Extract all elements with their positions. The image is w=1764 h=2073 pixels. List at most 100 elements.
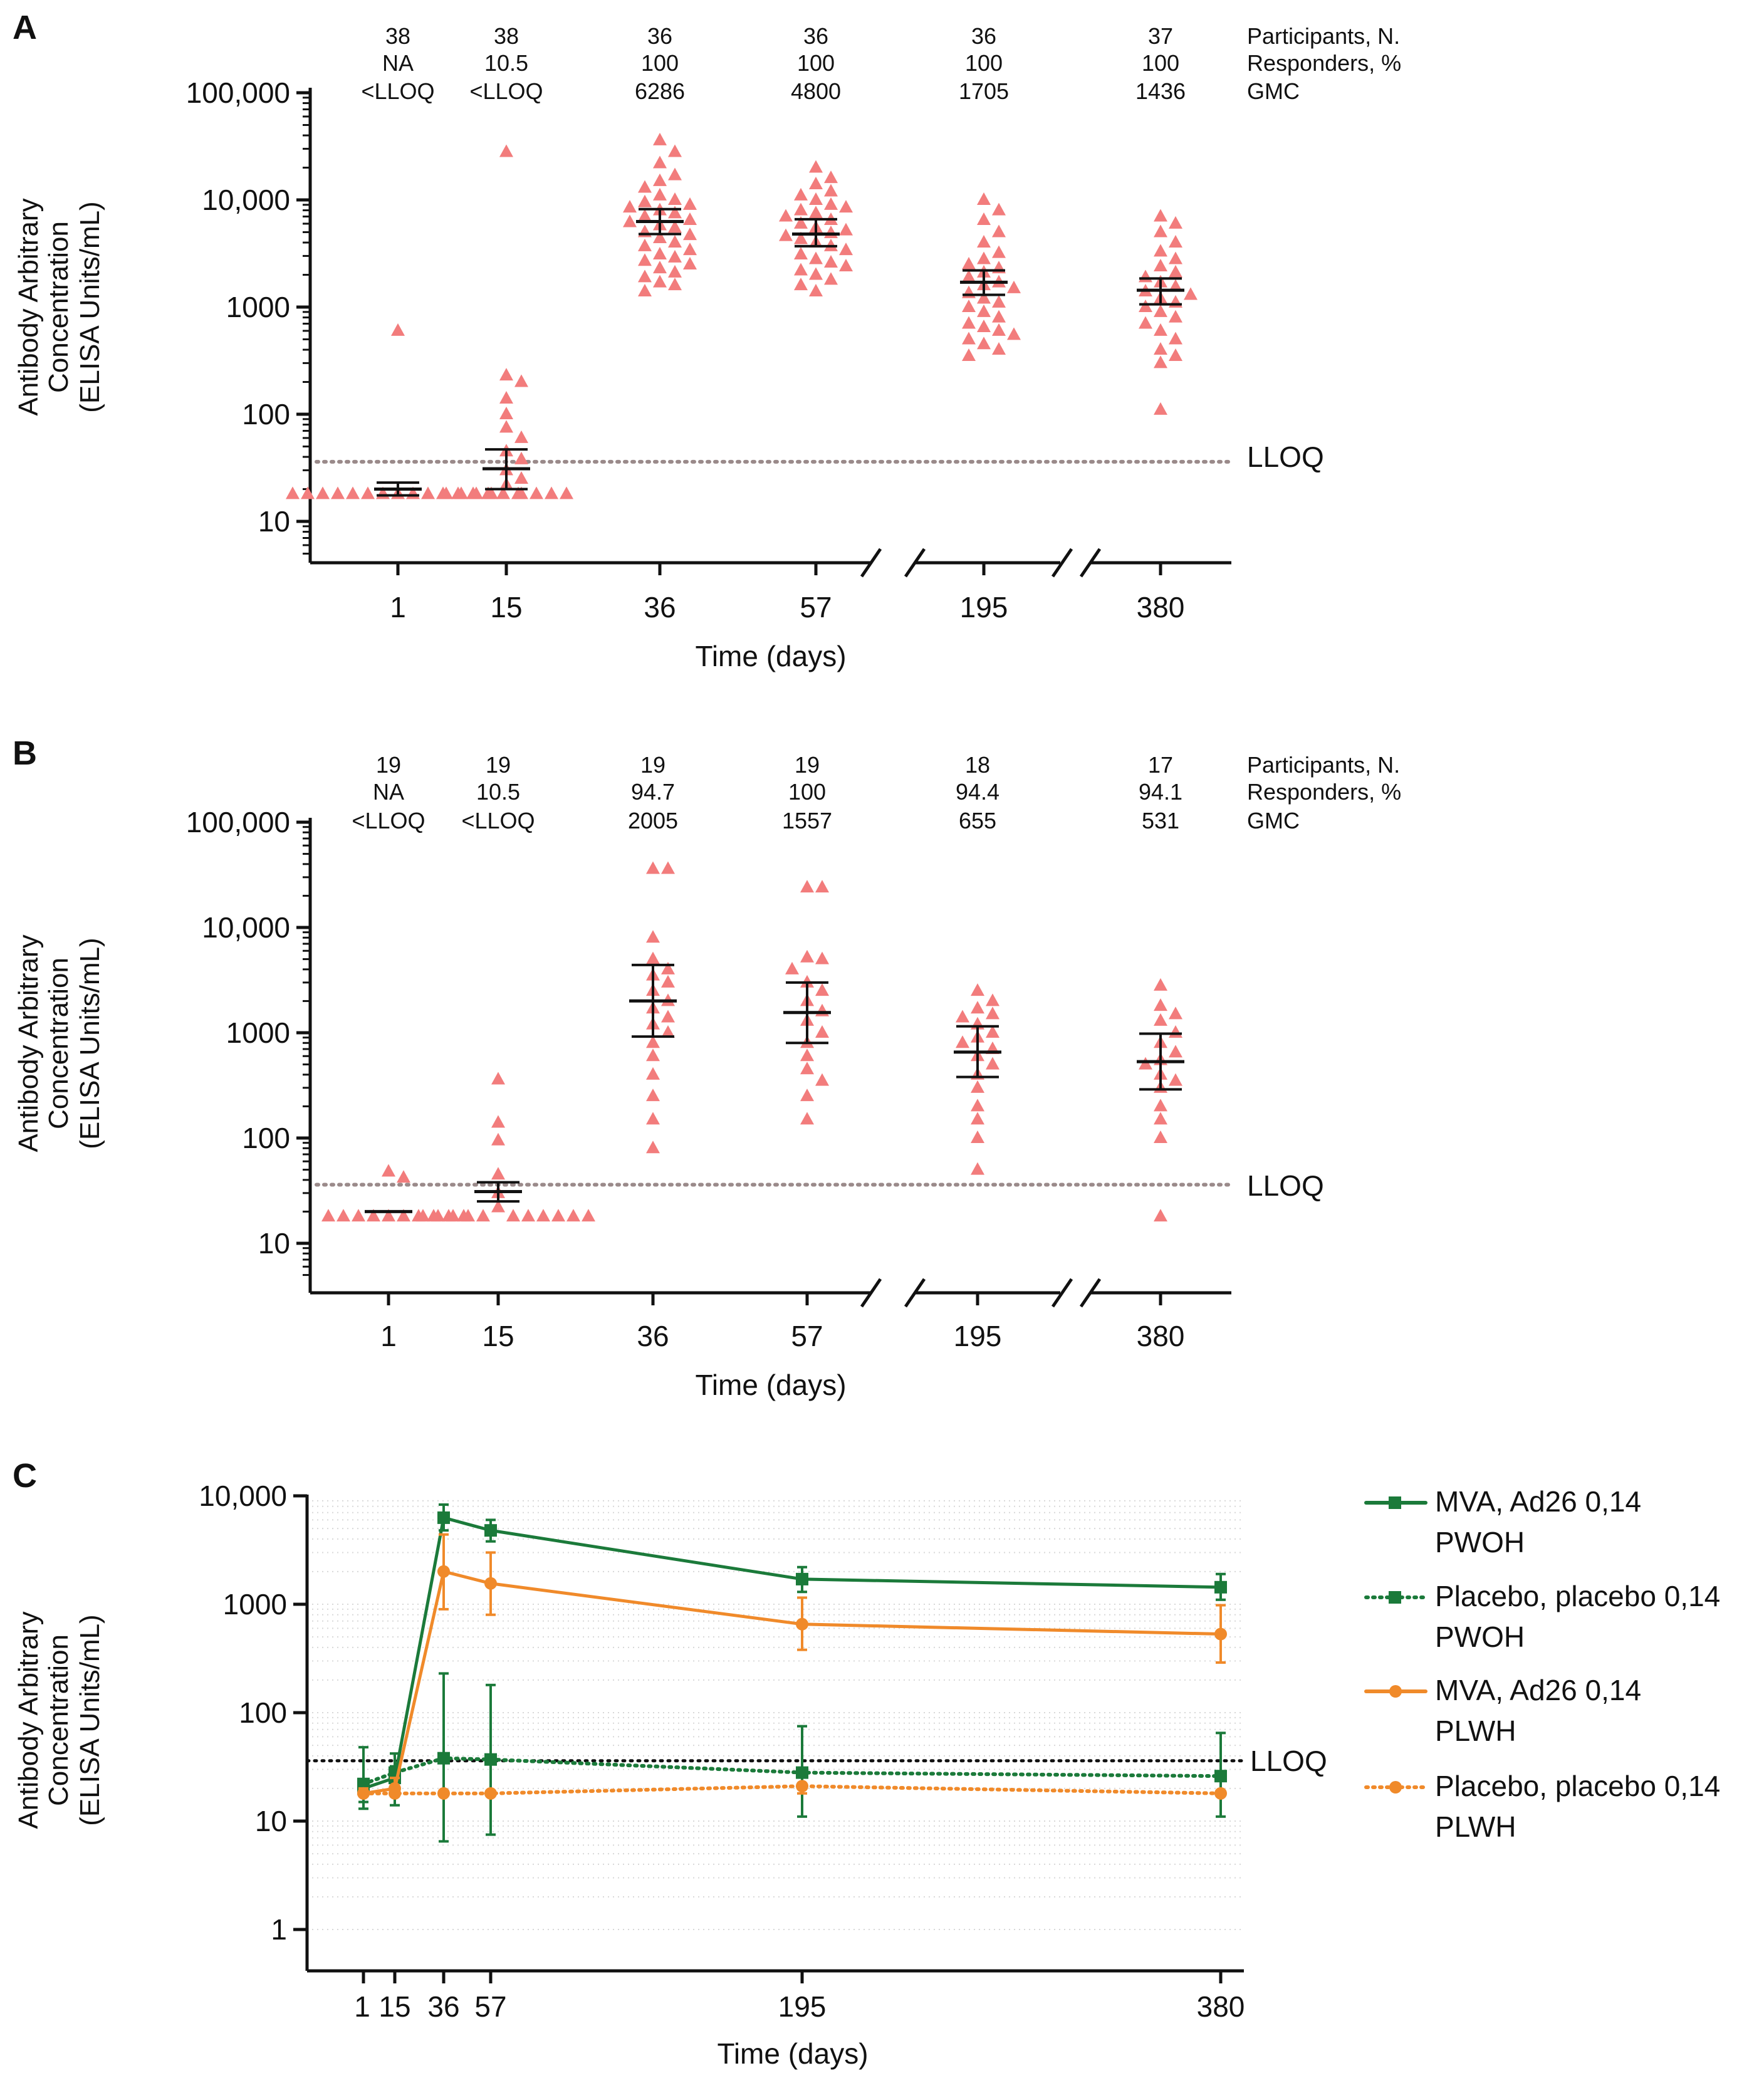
data-point [977,319,991,332]
data-point [794,231,808,244]
y-tick-label: 1000 [226,291,290,323]
data-point [794,202,808,216]
data-point [815,1003,829,1016]
data-point [971,1112,984,1125]
series-line-0 [362,1515,1223,1790]
data-point [779,228,793,241]
data-point [992,323,1006,336]
data-point [683,256,697,269]
data-point [1154,304,1167,317]
data-point [815,1025,829,1038]
data-point [809,251,823,264]
data-marker [1214,1770,1227,1783]
data-point [661,1010,675,1023]
data-point [623,214,637,227]
data-point [638,284,652,297]
data-point [962,316,976,329]
axis-break-mark-B-0 [860,1278,882,1308]
data-marker [796,1766,808,1779]
stats-row-label: Responders, % [1247,50,1401,76]
data-point [514,430,528,443]
stats-value: 100 [1142,50,1179,76]
data-point [809,177,823,190]
data-point [794,216,808,229]
data-point [1154,258,1167,271]
legend-label: PLWH [1435,1810,1516,1843]
lloq-label: LLOQ [1247,1169,1324,1202]
data-point [653,261,667,274]
data-point [779,209,793,222]
data-point [986,1025,999,1038]
data-point [623,200,637,213]
y-axis-label-line: Concentration [43,221,74,393]
data-point [551,1209,565,1222]
data-point [1154,342,1167,355]
data-point [491,1072,505,1085]
axis-break-mark-B-3 [1079,1278,1102,1308]
x-tick-label: 380 [1197,1990,1245,2023]
y-tick-label: 100 [242,1122,290,1154]
data-point [499,407,513,419]
data-point [514,374,528,387]
data-point [794,187,808,201]
stats-value: 1705 [959,78,1009,104]
data-point [815,983,829,996]
legend-label: PWOH [1435,1526,1525,1559]
data-point [992,342,1006,355]
stats-value: 19 [486,752,511,778]
data-point [977,304,991,317]
data-point [1169,295,1182,308]
data-point [484,486,498,499]
legend-swatch-marker [1389,1496,1401,1509]
x-tick-label: 36 [427,1990,459,2023]
data-point [800,1089,814,1102]
legend-swatch-marker [1389,1781,1402,1794]
data-point [638,238,652,251]
data-point [566,1209,580,1222]
x-tick-label: 57 [791,1320,823,1352]
data-marker [796,1780,808,1793]
y-tick-label: 10 [255,1805,287,1837]
data-point [800,880,814,893]
data-point [499,391,513,404]
data-point [491,1167,505,1180]
data-point [382,1209,395,1222]
data-point [683,212,697,225]
data-point [416,1209,430,1222]
legend-label: PLWH [1435,1715,1516,1747]
data-point [352,1209,365,1222]
data-point [977,337,991,350]
data-point [638,194,652,207]
data-point [1169,216,1182,229]
stats-value: 37 [1148,23,1173,49]
data-point [1139,300,1152,312]
data-point [977,212,991,225]
data-point [646,861,660,874]
axis-break-mark-A-0 [860,548,882,578]
data-marker [484,1524,497,1537]
data-point [646,1112,660,1125]
stats-value: 94.4 [956,779,999,805]
data-point [683,197,697,210]
data-marker [357,1787,370,1800]
data-point [794,246,808,259]
lloq-label: LLOQ [1250,1745,1327,1777]
data-point [683,227,697,241]
data-marker [796,1617,808,1631]
x-axis-label: Time (days) [695,1369,846,1401]
data-point [824,197,838,210]
panel-a: A Antibody Arbitrary Concentration (ELISA U… [13,9,1401,672]
data-point [683,243,697,256]
stats-value: <LLOQ [361,78,434,104]
data-marker [1214,1787,1227,1800]
x-tick-label: 1 [390,591,406,624]
data-point [638,253,652,266]
data-point [971,1130,984,1143]
y-tick-label: 1 [271,1913,287,1946]
data-point [986,1006,999,1020]
data-point [800,1062,814,1075]
data-point [971,983,984,996]
data-point [514,486,528,499]
stats-value: 19 [376,752,401,778]
data-point [1169,348,1182,361]
